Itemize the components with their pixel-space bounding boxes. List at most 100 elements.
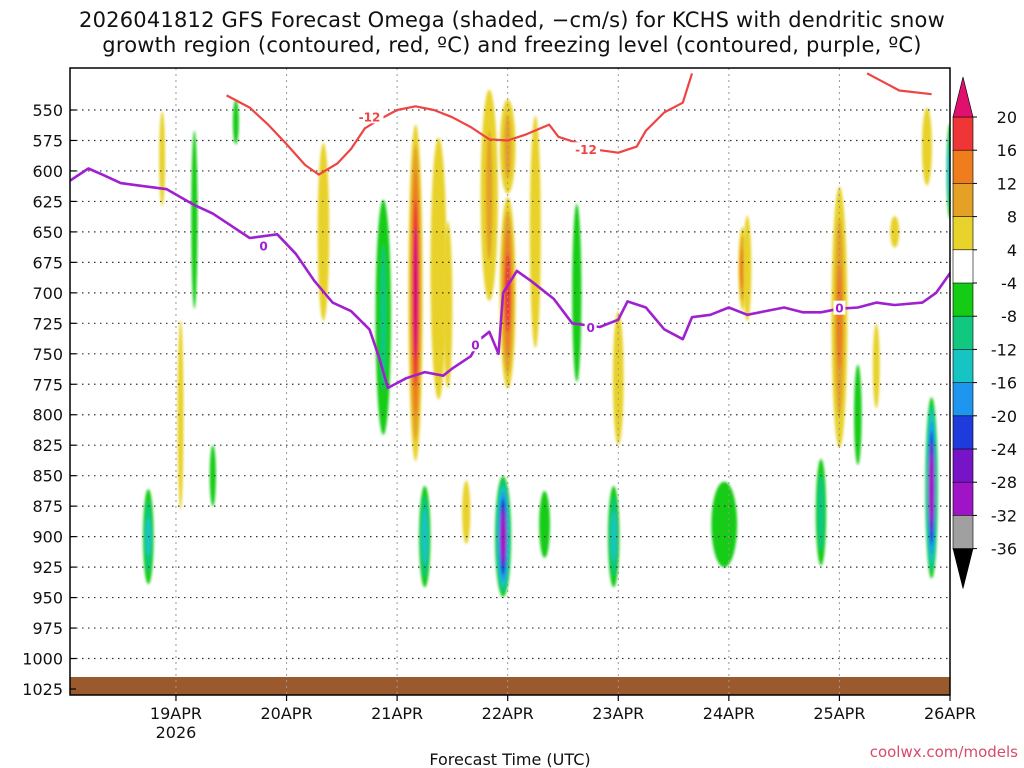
colorbar-swatch-8	[952, 382, 974, 417]
credit-text: coolwx.com/models	[870, 743, 1018, 761]
y-tick-label-825: 825	[32, 436, 63, 455]
colorbar-tick-label-2: 12	[997, 174, 1017, 193]
x-tick-label-21APR: 21APR	[371, 704, 423, 723]
omega-feature-5	[209, 445, 216, 507]
omega-cell	[443, 221, 453, 389]
omega-feature-7	[375, 199, 391, 435]
omega-cell	[612, 311, 624, 445]
grid	[70, 68, 950, 695]
omega-cell	[572, 203, 582, 382]
colorbar-swatch-3	[952, 216, 974, 251]
omega-cell	[539, 491, 550, 558]
y-axis: 550 575 600 625 650 675 700 725 750 775 800 825 850 8…	[22, 101, 76, 699]
omega-cell	[928, 452, 935, 524]
colorbar-tick-label-6: -8	[1001, 307, 1017, 326]
plot-frame	[69, 67, 951, 696]
omega-feature-11	[443, 221, 453, 389]
colorbar-tick-label-3: 8	[1007, 208, 1017, 227]
colorbar-tick-label-0: 20	[997, 108, 1017, 127]
omega-feature-12	[480, 89, 498, 302]
colorbar-swatch-12	[952, 515, 974, 550]
colorbar-tick-label-1: 16	[997, 141, 1017, 160]
colorbar-tick-label-4: 4	[1007, 241, 1017, 260]
colorbar-swatch-6	[952, 315, 974, 351]
colorbar-swatch-5	[952, 282, 974, 318]
omega-feature-2	[177, 319, 184, 510]
fzl-contour-label-2: 0	[586, 321, 594, 335]
omega-feature-27	[854, 364, 862, 465]
y-tick-label-625: 625	[32, 192, 63, 211]
omega-feature-13	[499, 196, 516, 389]
dgz-contour-label-0: -12	[359, 110, 381, 124]
colorbar-tick-label-12: -32	[991, 506, 1017, 525]
colorbar-swatch-7	[952, 349, 974, 384]
omega-feature-6	[232, 99, 239, 145]
omega-cell	[743, 215, 752, 322]
y-tick-label-950: 950	[32, 589, 63, 608]
y-tick-label-1025: 1025	[22, 680, 63, 699]
omega-feature-31	[921, 107, 932, 186]
fzl-label-bg	[469, 337, 482, 352]
omega-cell	[921, 107, 932, 186]
omega-cell	[529, 115, 541, 348]
dgz-contour-label-1: -12	[575, 143, 597, 157]
omega-cell	[485, 129, 493, 261]
y-tick-label-900: 900	[32, 528, 63, 547]
omega-cell	[232, 99, 239, 145]
omega-feature-28	[872, 323, 880, 409]
y-tick-label-975: 975	[32, 619, 63, 638]
omega-feature-18	[462, 480, 471, 544]
dgz-minus12-contour-segment	[866, 72, 932, 96]
dgz-label-bg	[572, 142, 601, 157]
fzl-contour-label-3: 0	[835, 302, 843, 316]
omega-feature-30	[925, 397, 938, 579]
omega-cell	[159, 111, 166, 207]
x-axis-title: Forecast Time (UTC)	[429, 750, 590, 768]
y-tick-label-750: 750	[32, 345, 63, 364]
colorbar-swatch-0	[952, 116, 974, 152]
fzl-contour-label-1: 0	[471, 338, 479, 352]
x-tick-label-26APR: 26APR	[924, 704, 976, 723]
omega-feature-21	[612, 311, 624, 445]
x-tick-label-22APR: 22APR	[482, 704, 534, 723]
colorbar-tick-label-8: -16	[991, 374, 1017, 393]
omega-feature-26	[831, 186, 848, 448]
x-tick-label-24APR: 24APR	[703, 704, 755, 723]
y-tick-label-700: 700	[32, 284, 63, 303]
y-tick-label-1000: 1000	[22, 650, 63, 669]
omega-feature-22	[711, 481, 738, 568]
colorbar-swatch-9	[952, 415, 974, 450]
contours: -12 -12 0 0 0 0	[70, 72, 950, 390]
y-tick-label-650: 650	[32, 223, 63, 242]
omega-feature-19	[572, 203, 582, 382]
omega-cell	[504, 253, 511, 333]
omega-cell	[890, 216, 900, 248]
omega-feature-24	[743, 215, 752, 322]
y-tick-label-875: 875	[32, 497, 63, 516]
colorbar-tick-label-10: -24	[991, 440, 1017, 459]
y-tick-label-775: 775	[32, 375, 63, 394]
x-tick-sublabel-19APR: 2026	[156, 723, 197, 742]
colorbar-tick-label-13: -36	[991, 540, 1017, 559]
y-tick-label-800: 800	[32, 406, 63, 425]
omega-cell	[836, 265, 843, 370]
omega-cell	[191, 130, 198, 309]
omega-cell	[711, 481, 738, 568]
omega-feature-29	[890, 216, 900, 248]
omega-feature-4	[159, 111, 166, 207]
y-tick-label-925: 925	[32, 558, 63, 577]
colorbar-swatch-11	[952, 481, 974, 517]
x-tick-label-23APR: 23APR	[592, 704, 644, 723]
fzl-label-bg	[584, 320, 597, 335]
colorbar-swatch-2	[952, 183, 974, 218]
colorbar-swatch-1	[952, 149, 974, 185]
omega-cell	[462, 480, 471, 544]
title-line-1: 2026041812 GFS Forecast Omega (shaded, −…	[79, 8, 945, 32]
omega-cell	[380, 244, 387, 391]
title-line-2: growth region (contoured, red, ºC) and f…	[102, 33, 922, 57]
colorbar-top-arrow	[952, 76, 974, 118]
x-tick-label-25APR: 25APR	[813, 704, 865, 723]
omega-cell	[412, 226, 419, 359]
